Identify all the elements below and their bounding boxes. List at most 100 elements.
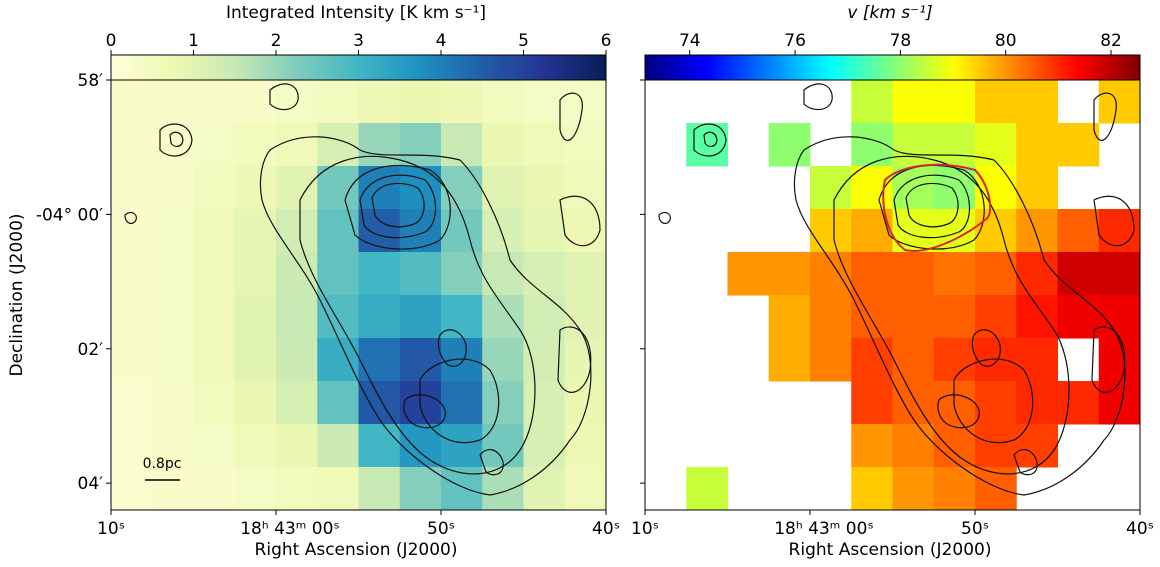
cell [892, 123, 935, 167]
cells [686, 80, 1141, 511]
cell [193, 252, 236, 296]
cell [564, 252, 607, 296]
cell [975, 338, 1017, 382]
cell [111, 80, 153, 124]
cell [933, 338, 976, 382]
cell [1098, 252, 1141, 296]
cell [810, 338, 852, 382]
cell [193, 381, 236, 425]
cell [276, 209, 318, 253]
x-axis-label: Right Ascension (J2000) [789, 540, 992, 560]
cell [1098, 80, 1141, 124]
cell [441, 295, 483, 339]
cell [851, 424, 893, 468]
cell [523, 424, 566, 468]
colorbar-label: Integrated Intensity [K km s⁻¹] [226, 3, 486, 23]
cell [152, 381, 194, 425]
cell [234, 424, 277, 468]
cell [317, 166, 359, 210]
cell [851, 338, 893, 382]
cell [523, 123, 566, 167]
colorbar-label: v [km s⁻¹] [847, 3, 932, 23]
cell [358, 80, 401, 124]
cell [975, 424, 1017, 468]
colorbar [110, 54, 607, 81]
cell [276, 381, 318, 425]
cell [523, 80, 566, 124]
cell [564, 338, 607, 382]
colorbar-tick-label: 80 [995, 31, 1017, 51]
cell [358, 252, 401, 296]
cell [892, 166, 935, 210]
cell [276, 424, 318, 468]
cell [851, 209, 893, 253]
x-tick-label: 40ˢ [592, 519, 620, 539]
cell [1098, 295, 1141, 339]
x-tick-label: 40ˢ [1126, 519, 1154, 539]
cell [276, 252, 318, 296]
cell [933, 424, 976, 468]
cell [1016, 209, 1058, 253]
cell [482, 252, 524, 296]
cell [276, 166, 318, 210]
colorbar-tick-label: 1 [188, 31, 199, 51]
cell [810, 209, 852, 253]
cell [892, 295, 935, 339]
cell [111, 338, 153, 382]
cell [564, 80, 607, 124]
cell [482, 123, 524, 167]
panel-intensity: 0.8pc Integrated Intensity [K km s⁻¹] Ri… [7, 3, 607, 560]
cell [276, 467, 318, 511]
colorbar-tick-label: 74 [679, 31, 701, 51]
cell [111, 295, 153, 339]
cell [851, 80, 893, 124]
cell [152, 80, 194, 124]
cell [851, 467, 893, 511]
cell [523, 381, 566, 425]
cell [564, 166, 607, 210]
cell [441, 381, 483, 425]
cell [441, 80, 483, 124]
x-tick-label: 50ˢ [427, 519, 455, 539]
cell [851, 166, 893, 210]
cell [358, 295, 401, 339]
cell [111, 252, 153, 296]
cell [482, 209, 524, 253]
cell [933, 381, 976, 425]
y-tick-label: 02′ [78, 340, 104, 360]
colorbar-tick-label: 76 [784, 31, 806, 51]
cell [892, 209, 935, 253]
cell [1016, 295, 1058, 339]
cell [193, 80, 236, 124]
cell [152, 467, 194, 511]
cell [482, 80, 524, 124]
cell [276, 123, 318, 167]
cell [399, 338, 442, 382]
cell [152, 209, 194, 253]
cell [768, 295, 811, 339]
cell [523, 295, 566, 339]
colorbar-tick-label: 6 [601, 31, 612, 51]
y-axis-label: Declination (J2000) [7, 213, 27, 376]
cell [317, 381, 359, 425]
cell [317, 467, 359, 511]
cell [482, 381, 524, 425]
y-tick-label: 04′ [78, 474, 104, 494]
x-axis-label: Right Ascension (J2000) [255, 540, 458, 560]
cell [317, 252, 359, 296]
cell [152, 295, 194, 339]
cell [975, 381, 1017, 425]
colorbar-tick-label: 5 [518, 31, 529, 51]
cell [851, 295, 893, 339]
cell [193, 123, 236, 167]
colorbar-tick-label: 78 [890, 31, 912, 51]
cell [317, 295, 359, 339]
cell [564, 123, 607, 167]
cell [975, 123, 1017, 167]
cell [399, 424, 442, 468]
cell [234, 467, 277, 511]
cell [810, 166, 852, 210]
cell [399, 467, 442, 511]
panel-velocity: v [km s⁻¹] Right Ascension (J2000) [644, 3, 1141, 560]
